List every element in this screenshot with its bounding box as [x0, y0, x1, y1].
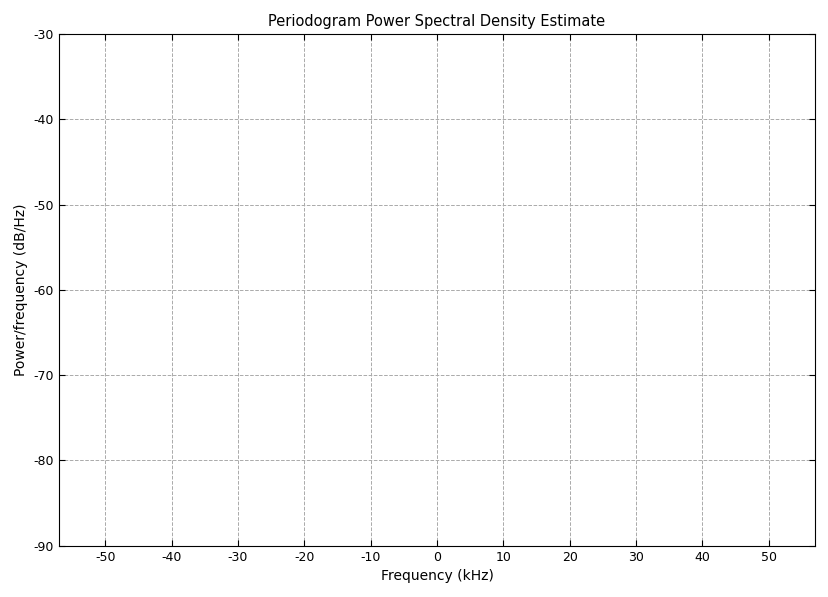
- Title: Periodogram Power Spectral Density Estimate: Periodogram Power Spectral Density Estim…: [268, 14, 604, 29]
- Y-axis label: Power/frequency (dB/Hz): Power/frequency (dB/Hz): [14, 204, 28, 376]
- X-axis label: Frequency (kHz): Frequency (kHz): [380, 569, 493, 583]
